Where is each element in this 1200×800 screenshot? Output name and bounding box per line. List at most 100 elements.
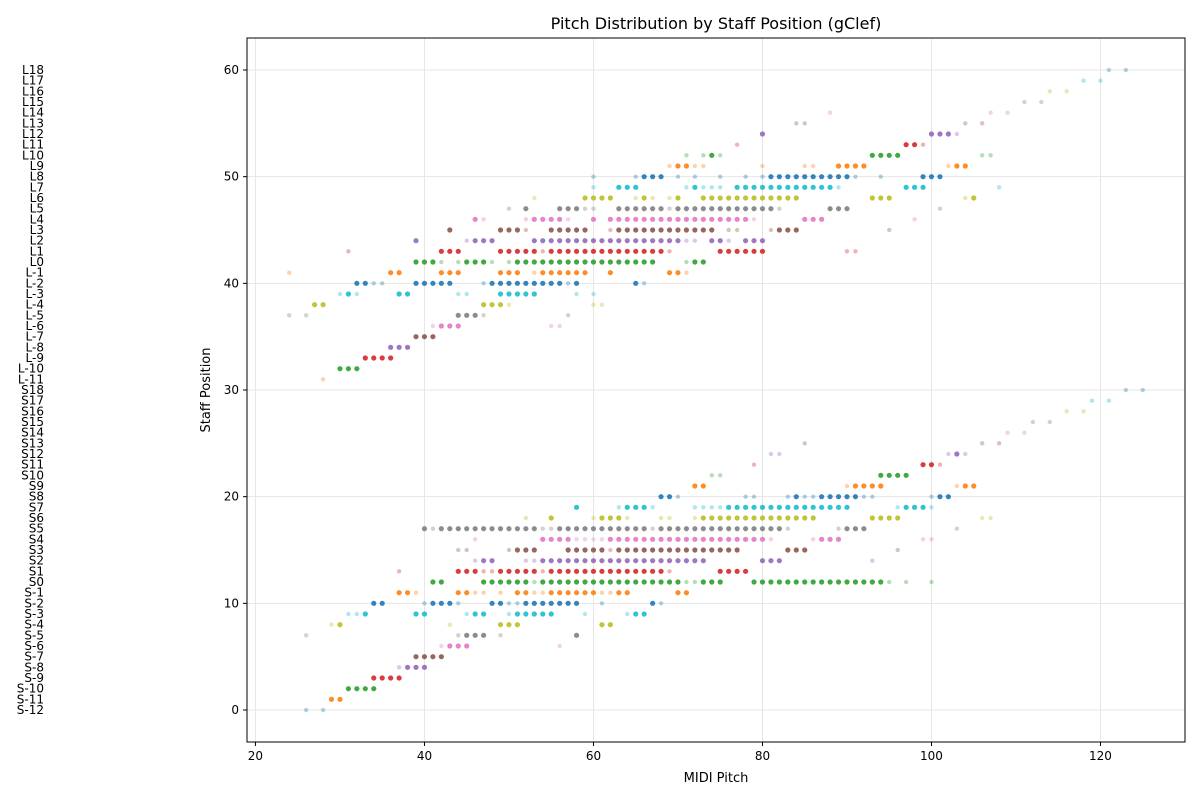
data-point	[709, 536, 715, 542]
data-point	[456, 601, 461, 606]
data-point	[650, 206, 656, 212]
data-point	[523, 280, 529, 286]
data-point	[793, 515, 799, 521]
data-point	[819, 579, 825, 585]
data-point	[1106, 67, 1112, 73]
x-tick-label: 40	[417, 749, 432, 763]
data-point	[802, 504, 808, 510]
data-point	[531, 600, 537, 606]
row-label: L7	[30, 180, 44, 194]
data-point	[557, 270, 563, 276]
data-point	[599, 515, 605, 521]
data-point	[574, 537, 579, 542]
data-point	[929, 579, 934, 585]
data-point	[903, 504, 909, 510]
data-point	[455, 526, 461, 532]
data-point	[658, 526, 664, 532]
data-point	[379, 355, 385, 361]
data-point	[658, 206, 664, 212]
data-point	[700, 526, 706, 532]
data-point	[760, 174, 765, 179]
data-point	[878, 174, 883, 179]
data-point	[650, 600, 656, 606]
data-point	[1064, 89, 1069, 94]
data-point	[497, 291, 504, 297]
row-label: L4	[30, 212, 44, 226]
data-point	[700, 259, 706, 265]
data-point	[633, 280, 639, 286]
data-point	[506, 270, 512, 276]
data-point	[768, 184, 774, 190]
data-point	[819, 494, 825, 500]
row-label: L10	[22, 148, 44, 162]
data-point	[447, 643, 453, 649]
data-point	[819, 536, 825, 542]
data-point	[726, 536, 732, 542]
data-point	[514, 259, 521, 265]
data-point	[675, 163, 681, 169]
data-point	[895, 152, 901, 158]
row-label: S-5	[24, 628, 44, 642]
data-point	[827, 579, 833, 585]
data-point	[1005, 110, 1010, 115]
data-point	[624, 547, 630, 553]
data-point	[582, 568, 588, 574]
data-point	[599, 195, 605, 201]
data-point	[481, 238, 487, 244]
data-point	[312, 302, 318, 308]
data-point	[464, 568, 470, 574]
data-point	[658, 536, 664, 542]
data-point	[362, 686, 368, 692]
data-point	[827, 494, 833, 500]
data-point	[447, 323, 453, 329]
data-point	[514, 248, 521, 254]
data-point	[734, 248, 740, 254]
data-point	[684, 153, 689, 158]
data-point	[802, 515, 808, 521]
data-point	[573, 590, 580, 596]
data-point	[810, 537, 816, 542]
data-point	[557, 579, 563, 585]
row-label: L-8	[26, 340, 44, 354]
data-point	[624, 579, 630, 585]
data-point	[540, 590, 545, 595]
data-point	[777, 206, 782, 211]
data-point	[633, 558, 639, 564]
data-point	[963, 195, 968, 201]
data-point	[514, 547, 521, 553]
data-point	[734, 536, 740, 542]
data-point	[852, 579, 859, 585]
data-point	[718, 505, 723, 510]
data-point	[734, 526, 740, 532]
data-point	[793, 494, 799, 500]
data-point	[599, 558, 605, 564]
data-point	[751, 184, 757, 190]
data-point	[633, 174, 638, 179]
data-point	[700, 579, 706, 585]
data-point	[616, 568, 622, 574]
data-point	[523, 568, 529, 574]
data-point	[633, 579, 639, 585]
data-point	[430, 526, 436, 531]
data-point	[666, 579, 673, 585]
data-point	[354, 366, 360, 372]
data-point	[624, 206, 630, 212]
data-point	[624, 568, 630, 574]
data-point	[666, 494, 673, 500]
data-point	[573, 547, 580, 553]
data-point	[667, 163, 672, 169]
data-point	[641, 579, 647, 585]
data-point	[573, 632, 580, 638]
data-point	[565, 590, 571, 596]
axis-ticks: 20 40 60 80 100 120 0 10 20 30 40 50 60	[224, 63, 1112, 763]
data-point	[700, 547, 706, 553]
data-point	[346, 249, 351, 254]
data-point	[658, 174, 664, 180]
data-point	[742, 195, 749, 201]
data-point	[439, 259, 444, 265]
data-point	[794, 121, 799, 126]
data-point	[438, 248, 444, 254]
data-point	[379, 600, 385, 606]
data-point	[565, 526, 571, 532]
data-point	[692, 206, 698, 212]
